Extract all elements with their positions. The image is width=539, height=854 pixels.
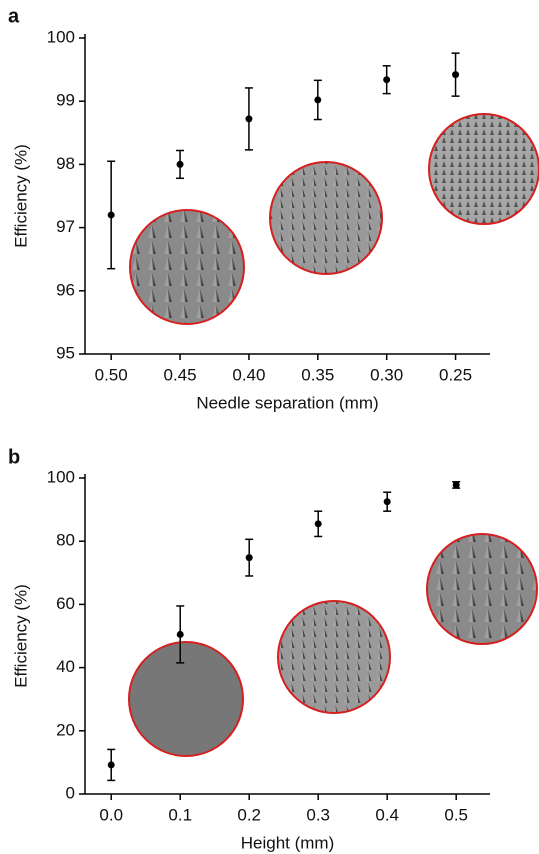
inset-image — [128, 641, 244, 757]
point — [383, 76, 391, 84]
y-tick-label: 20 — [56, 720, 75, 739]
point — [452, 481, 460, 489]
y-tick-label: 100 — [47, 27, 75, 46]
y-tick-label: 80 — [56, 531, 75, 550]
point — [314, 520, 322, 528]
x-tick-label: 0.3 — [306, 805, 330, 824]
x-tick-label: 0.5 — [444, 805, 468, 824]
inset-image — [129, 209, 245, 325]
x-tick-label: 0.4 — [375, 805, 399, 824]
y-tick-label: 40 — [56, 657, 75, 676]
y-axis-label: Efficiency (%) — [11, 584, 30, 688]
point — [107, 761, 115, 769]
x-tick-label: 0.1 — [168, 805, 192, 824]
x-tick-label: 0.25 — [439, 365, 472, 384]
point — [107, 211, 115, 219]
point — [176, 160, 184, 168]
inset-image — [277, 600, 391, 714]
inset-image — [269, 161, 383, 275]
point — [383, 498, 391, 506]
panel-label: a — [8, 5, 20, 27]
point — [245, 554, 253, 562]
panel-label: b — [8, 446, 20, 468]
y-tick-label: 95 — [56, 343, 75, 362]
y-tick-label: 99 — [56, 91, 75, 110]
y-axis-label: Efficiency (%) — [11, 144, 30, 248]
point — [176, 630, 184, 638]
y-tick-label: 60 — [56, 594, 75, 613]
x-tick-label: 0.0 — [99, 805, 123, 824]
y-tick-label: 98 — [56, 154, 75, 173]
x-tick-label: 0.35 — [301, 365, 334, 384]
point — [245, 115, 253, 123]
x-tick-label: 0.40 — [232, 365, 265, 384]
inset-image — [428, 113, 539, 225]
x-tick-label: 0.30 — [370, 365, 403, 384]
insets — [128, 113, 539, 757]
x-tick-label: 0.45 — [164, 365, 197, 384]
y-tick-label: 97 — [56, 217, 75, 236]
x-axis-label: Needle separation (mm) — [196, 393, 378, 412]
x-tick-label: 0.2 — [237, 805, 261, 824]
y-tick-label: 100 — [47, 467, 75, 486]
point — [314, 96, 322, 104]
y-tick-label: 96 — [56, 280, 75, 299]
point — [452, 71, 460, 79]
x-axis-label: Height (mm) — [241, 833, 335, 852]
x-tick-label: 0.50 — [95, 365, 128, 384]
y-tick-label: 0 — [66, 783, 75, 802]
inset-image — [426, 533, 538, 645]
